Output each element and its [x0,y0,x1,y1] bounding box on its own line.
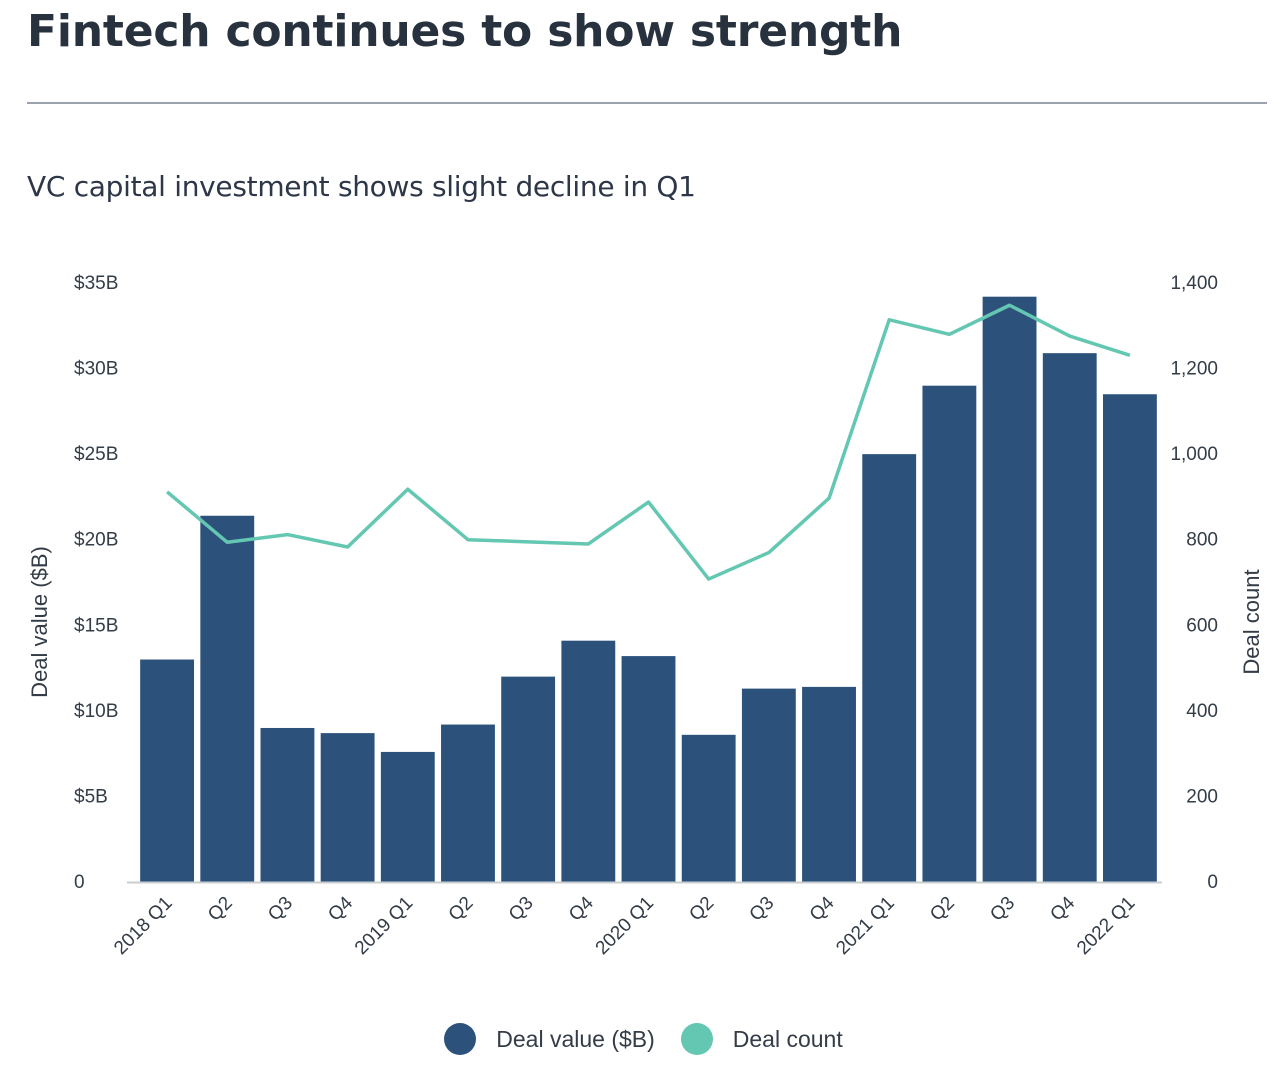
deal-value-bar[interactable] [380,751,435,882]
deal-count-line[interactable] [165,303,1131,581]
y-tick-label-right: 800 [1186,530,1218,551]
y-tick-label-right: 200 [1186,786,1218,807]
deal-value-bar[interactable] [441,724,495,882]
deal-value-bar[interactable] [862,454,917,882]
x-tick-label: 2018 Q1 [110,893,176,959]
y-tick-label-left: $5B [74,786,108,807]
x-tick-label: 2020 Q1 [592,893,658,959]
x-tick-label: 2021 Q1 [832,893,898,959]
x-tick-label: Q4 [324,892,357,925]
deal-value-bar[interactable] [681,734,736,882]
legend: Deal value ($B) Deal count [0,1018,1287,1060]
x-tick-label: Q2 [926,893,959,926]
y-tick-label-right: 1,400 [1170,273,1218,294]
title-divider [27,102,1267,104]
y-tick-label-right: 1,000 [1170,444,1218,465]
deal-value-bars [140,296,1157,883]
deal-value-bar[interactable] [260,727,315,882]
legend-label-deal-value: Deal value ($B) [496,1025,655,1052]
deal-value-bar[interactable] [802,686,856,882]
legend-item-deal-count[interactable]: Deal count [680,1023,843,1055]
x-tick-label: Q4 [806,892,839,925]
deal-value-bar[interactable] [1102,394,1157,882]
deal-value-bar[interactable] [140,659,195,882]
page-title: Fintech continues to show strength [27,6,903,57]
chart-subtitle: VC capital investment shows slight decli… [27,170,696,203]
y-tick-label-left: $15B [74,615,118,636]
legend-swatch-deal-value [444,1023,477,1055]
deal-value-bar[interactable] [741,688,796,882]
y-tick-label-right: 400 [1186,701,1218,722]
x-tick-label: Q3 [746,893,779,926]
x-tick-label: Q3 [505,893,538,926]
deal-value-bar[interactable] [561,640,616,882]
x-tick-label: Q2 [445,893,478,926]
deal-count-series [165,303,1131,581]
x-tick-label: 2022 Q1 [1073,893,1139,959]
x-tick-label: Q3 [264,893,297,926]
x-tick-label: Q2 [685,893,718,926]
deal-value-bar[interactable] [621,656,676,882]
deal-value-bar[interactable] [320,733,375,882]
x-tick-label: Q3 [986,893,1019,926]
y-axis-title-left: Deal value ($B) [27,546,52,698]
x-tick-label: Q4 [565,892,598,925]
y-tick-label-left: $10B [74,701,118,722]
deal-value-bar[interactable] [200,515,255,882]
y-tick-label-left: $25B [74,444,118,465]
legend-item-deal-value[interactable]: Deal value ($B) [444,1023,655,1055]
y-tick-label-right: 600 [1186,615,1218,636]
legend-label-deal-count: Deal count [732,1025,843,1052]
y-tick-label-left: $20B [74,530,118,551]
y-axis-title-right: Deal count [1239,569,1264,674]
y-tick-label-right: 1,200 [1170,359,1218,380]
y-tick-label-left: $30B [74,359,118,380]
deal-value-bar[interactable] [922,385,977,882]
x-tick-label: Q2 [204,893,237,926]
deal-value-bar[interactable] [982,296,1037,883]
chart: 0 $5B $10B $15B $20B $25B $30B $35B 0 200 400 600 8… [27,273,1264,959]
x-tick-label: 2019 Q1 [351,893,417,959]
deal-value-bar[interactable] [501,676,556,882]
left-axis-ticks: 0 $5B $10B $15B $20B $25B $30B $35B [74,273,118,893]
deal-value-bar[interactable] [1042,353,1097,882]
right-axis-ticks: 0 200 400 600 800 1,000 1,200 1,400 [1170,273,1218,893]
legend-swatch-deal-count [680,1023,713,1055]
y-tick-label-left: $35B [74,273,118,294]
y-tick-label-left: 0 [74,872,85,893]
y-tick-label-right: 0 [1207,872,1218,893]
x-tick-label: Q4 [1046,892,1079,925]
